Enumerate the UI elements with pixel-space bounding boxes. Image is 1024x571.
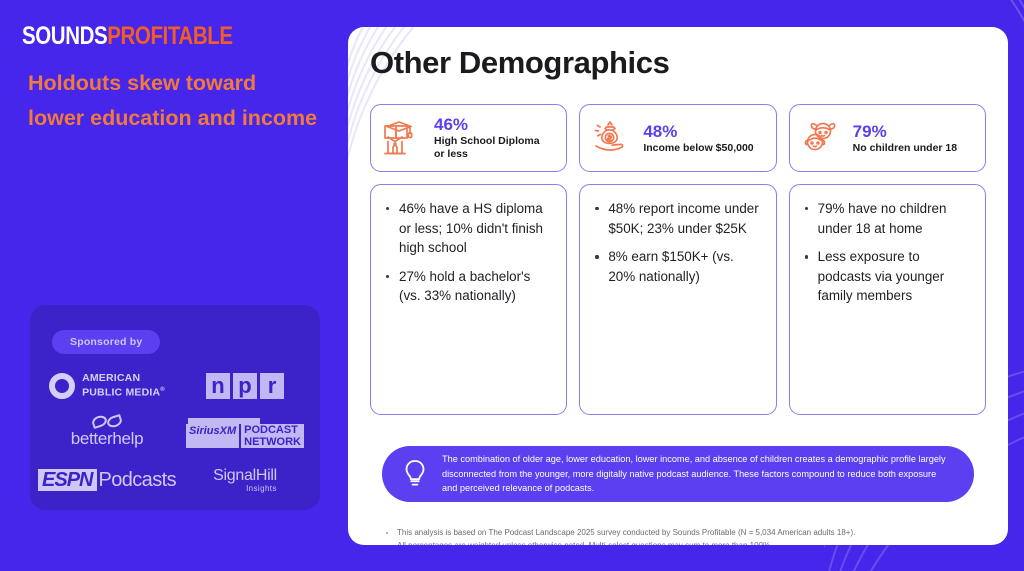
bullet-box-row: 46% have a HS diploma or less; 10% didn'… [370,184,986,415]
stat-card-income: 48% Income below $50,000 [579,104,777,172]
sponsor-logo-american-public-media: AMERICAN PUBLIC MEDIA® [49,372,165,399]
children-faces-icon [800,116,844,160]
stat-percent: 46% [434,115,469,134]
signalhill-wordmark: SignalHill [213,466,277,484]
network-word: NETWORK [241,435,304,448]
sponsor-logo-grid: AMERICAN PUBLIC MEDIA® n p r betterhelp … [38,362,314,504]
logo-word-sounds: SOUNDS [22,22,108,50]
apm-line1: AMERICAN [82,372,141,385]
footnote-item: All percentages are weighted unless othe… [382,540,982,545]
signalhill-subtitle: Insights [246,483,277,493]
siriusxm-wordmark: SiriusXM [186,423,240,448]
stat-label: No children under 18 [852,141,958,154]
apm-registered-mark: ® [160,387,165,394]
footnotes: This analysis is based on The Podcast La… [382,527,982,545]
sponsor-logo-signalhill-insights: SignalHill Insights [213,467,277,494]
podcasts-word: Podcasts [98,469,177,492]
slide-headline: Holdouts skew toward lower education and… [28,71,318,130]
sponsor-logo-npr: n p r [206,372,284,399]
espn-wordmark: ESPN [38,469,97,492]
sponsor-logo-espn-podcasts: ESPN Podcasts [38,469,177,492]
sponsor-logo-siriusxm-podcast-network: SiriusXM PODCAST NETWORK [186,417,304,448]
betterhelp-leaf-icon [92,416,122,428]
bullet-box-education: 46% have a HS diploma or less; 10% didn'… [370,184,568,415]
list-item: Less exposure to podcasts via younger fa… [803,247,972,306]
stat-percent: 48% [643,121,678,141]
apm-line2: PUBLIC MEDIA [82,386,161,399]
stat-label: Income below $50,000 [643,141,754,154]
content-card: Other Demographics [348,27,1008,545]
footnote-item: This analysis is based on The Podcast La… [382,527,982,540]
stat-card-children: 79% No children under 18 [788,104,986,172]
left-column: SOUNDSPROFITABLE Holdouts skew toward lo… [0,0,348,571]
insight-callout: The combination of older age, lower educ… [382,446,974,502]
insight-callout-text: The combination of older age, lower educ… [442,453,946,494]
sponsored-by-pill: Sponsored by [52,330,161,354]
npr-letter-r: r [260,372,284,399]
stat-card-education: 46% High School Diploma or less [370,104,568,172]
graduation-school-icon [381,116,425,160]
betterhelp-wordmark: betterhelp [70,429,144,449]
sounds-profitable-logo: SOUNDSPROFITABLE [22,22,279,50]
list-item: 46% have a HS diploma or less; 10% didn'… [384,199,553,258]
sponsor-logo-betterhelp: betterhelp [71,416,144,449]
npr-letter-n: n [206,372,230,399]
list-item: 48% report income under $50K; 23% under … [593,199,762,238]
logo-word-profitable: PROFITABLE [107,22,233,50]
stat-label: High School Diploma or less [434,135,540,160]
stat-card-row: 46% High School Diploma or less [370,104,986,172]
podcast-word: PODCAST [241,423,304,436]
npr-letter-p: p [233,372,257,399]
money-bag-hand-icon [590,116,634,160]
page-title: Other Demographics [370,45,670,80]
list-item: 79% have no children under 18 at home [803,199,972,238]
list-item: 8% earn $150K+ (vs. 20% nationally) [593,247,762,286]
siriusxm-bar [188,417,261,424]
stat-percent: 79% [852,121,887,141]
lightbulb-icon [402,459,428,489]
list-item: 27% hold a bachelor's (vs. 33% nationall… [384,267,553,306]
bullet-box-income: 48% report income under $50K; 23% under … [579,184,777,415]
apm-ring-icon [49,372,76,399]
bullet-box-children: 79% have no children under 18 at home Le… [788,184,986,415]
